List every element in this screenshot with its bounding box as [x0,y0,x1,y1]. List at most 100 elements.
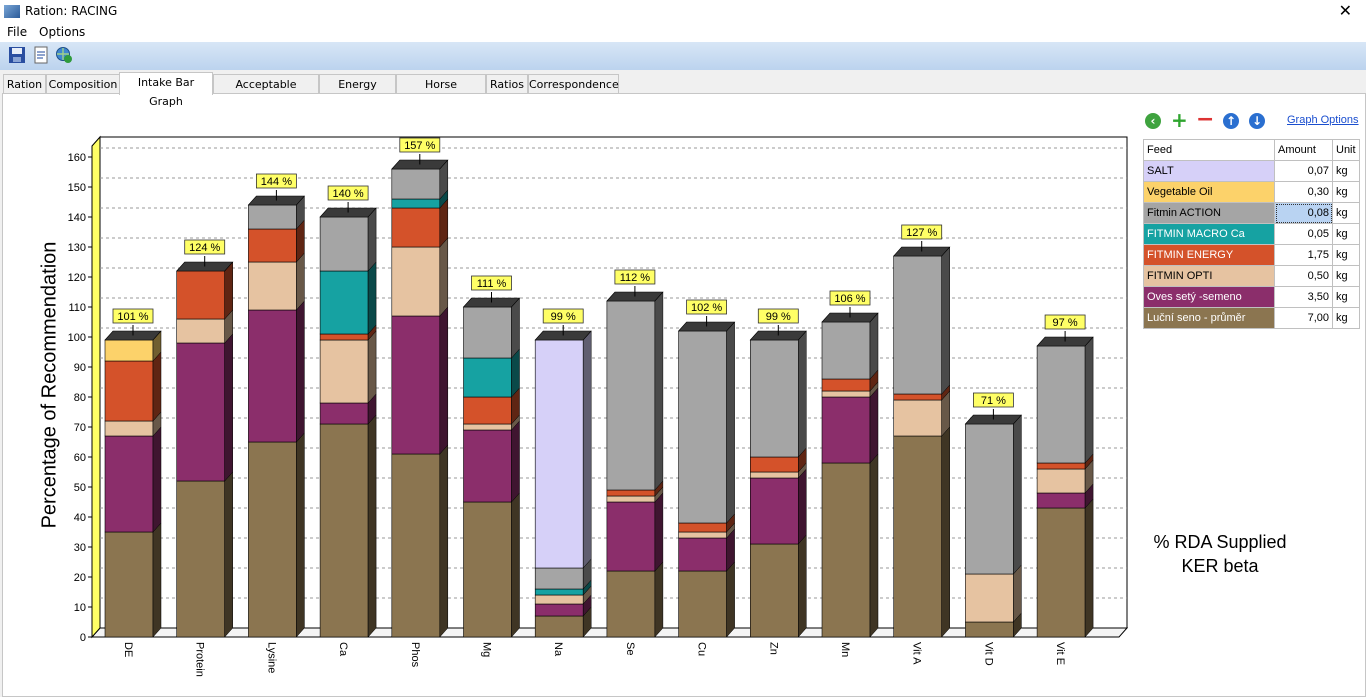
bar-segment [534,615,584,638]
x-tick-label: DE [122,642,134,657]
bar-segment [893,399,943,437]
y-tick-label: 0 [80,632,86,644]
tab-ration[interactable]: Ration [3,74,46,94]
unit-cell: kg [1332,265,1360,287]
save-icon[interactable] [8,46,26,64]
bar-segment [749,471,799,479]
table-row[interactable]: Oves setý -semeno 3,50 kg [1143,286,1360,308]
feed-name-cell[interactable]: FITMIN OPTI [1143,265,1275,287]
table-row[interactable]: SALT 0,07 kg [1143,160,1360,182]
unit-cell: kg [1332,181,1360,203]
bar-segment [534,603,584,617]
table-row[interactable]: Vegetable Oil 0,30 kg [1143,181,1360,203]
table-row[interactable]: FITMIN ENERGY 1,75 kg [1143,244,1360,266]
title-bar: Ration: RACING ✕ [0,0,1366,24]
bar-segment-side [511,420,520,503]
total-label: 157 % [404,140,435,152]
y-tick-label: 120 [68,272,86,284]
total-label: 111 % [477,278,507,290]
feed-name-cell[interactable]: SALT [1143,160,1275,182]
move-down-icon[interactable]: ↓ [1249,113,1265,129]
table-row[interactable]: Fitmin ACTION 0,08 kg [1143,202,1360,224]
y-tick-label: 110 [68,302,86,314]
total-label: 124 % [189,242,220,254]
bar-segment [749,477,799,545]
bar-segment [749,339,799,458]
total-label: 101 % [117,311,148,323]
feed-name-cell[interactable]: FITMIN ENERGY [1143,244,1275,266]
header-unit[interactable]: Unit [1332,139,1360,161]
amount-cell[interactable]: 0,08 [1274,202,1333,224]
bar-segment-side [869,312,879,380]
add-icon[interactable]: + [1171,108,1188,132]
tab-ratios[interactable]: Ratios [486,74,528,94]
tab-intake-bar-graph[interactable]: Intake Bar Graph [119,72,213,108]
graph-options-link[interactable]: Graph Options [1287,114,1359,126]
y-tick-label: 50 [74,482,86,494]
bar-segment-side [654,291,664,491]
total-label: 99 % [766,311,791,323]
menu-options[interactable]: Options [39,25,86,39]
bar-segment [104,360,154,422]
unit-cell: kg [1332,307,1360,329]
move-up-icon[interactable]: ↑ [1223,113,1239,129]
feed-name-cell[interactable]: FITMIN MACRO Ca [1143,223,1275,245]
bar-segment [104,435,154,533]
bar-segment-side [439,444,449,638]
table-row[interactable]: FITMIN MACRO Ca 0,05 kg [1143,223,1360,245]
amount-cell[interactable]: 0,30 [1274,181,1333,203]
feed-table: Feed Amount Unit SALT 0,07 kg Vegetable Oil… [1143,139,1360,329]
total-label-box [757,308,799,324]
total-label-box [614,269,656,285]
remove-icon[interactable]: − [1196,107,1215,132]
bar-segment-side [1084,498,1094,638]
bar-segment-side [224,471,233,638]
bar-segment-side [798,468,807,545]
tab-composition[interactable]: Composition [46,74,120,94]
feed-name-cell[interactable]: Fitmin ACTION [1143,202,1275,224]
header-amount[interactable]: Amount [1274,139,1333,161]
amount-cell[interactable]: 1,75 [1274,244,1333,266]
export-icon[interactable] [32,46,50,64]
bar-segment [248,228,297,263]
bar-segment [534,339,584,569]
table-row[interactable]: FITMIN OPTI 0,50 kg [1143,265,1360,287]
feed-name-cell[interactable]: Oves setý -semeno [1143,286,1275,308]
x-tick-label: Ca [337,642,349,657]
bar-segment-side [152,426,162,533]
y-tick-label: 60 [74,452,86,464]
total-label-box [542,308,584,324]
back-icon[interactable]: ‹ [1145,113,1161,129]
menu-file[interactable]: File [7,25,28,39]
bar-segment [678,570,727,638]
amount-cell[interactable]: 0,50 [1274,265,1333,287]
bar-segment [965,573,1014,623]
bar-segment [176,342,225,482]
bar-segment [391,246,441,317]
amount-cell[interactable]: 3,50 [1274,286,1333,308]
header-feed[interactable]: Feed [1143,139,1275,161]
bar-segment [893,255,943,395]
bar-segment-side [296,300,305,443]
total-label: 106 % [834,293,865,305]
bar-segment-side [439,237,449,317]
close-button[interactable]: ✕ [1338,1,1352,20]
bar-segment [248,309,297,443]
feed-name-cell[interactable]: Luční seno - průměr [1143,307,1275,329]
amount-cell[interactable]: 0,05 [1274,223,1333,245]
bar-segment-side [869,387,879,464]
amount-cell[interactable]: 7,00 [1274,307,1333,329]
amount-cell[interactable]: 0,07 [1274,160,1333,182]
globe-refresh-icon[interactable] [55,46,73,64]
total-label-box [327,185,369,201]
bar-segment [821,378,871,392]
bar-segment [319,339,369,404]
bar-segment [319,216,369,272]
total-label-box [829,290,871,306]
table-row[interactable]: Luční seno - průměr 7,00 kg [1143,307,1360,329]
tab-correspondence[interactable]: Correspondence [528,74,619,94]
y-tick-label: 10 [74,602,86,614]
bar-segment [606,300,656,491]
feed-name-cell[interactable]: Vegetable Oil [1143,181,1275,203]
bar-segment [248,261,297,311]
